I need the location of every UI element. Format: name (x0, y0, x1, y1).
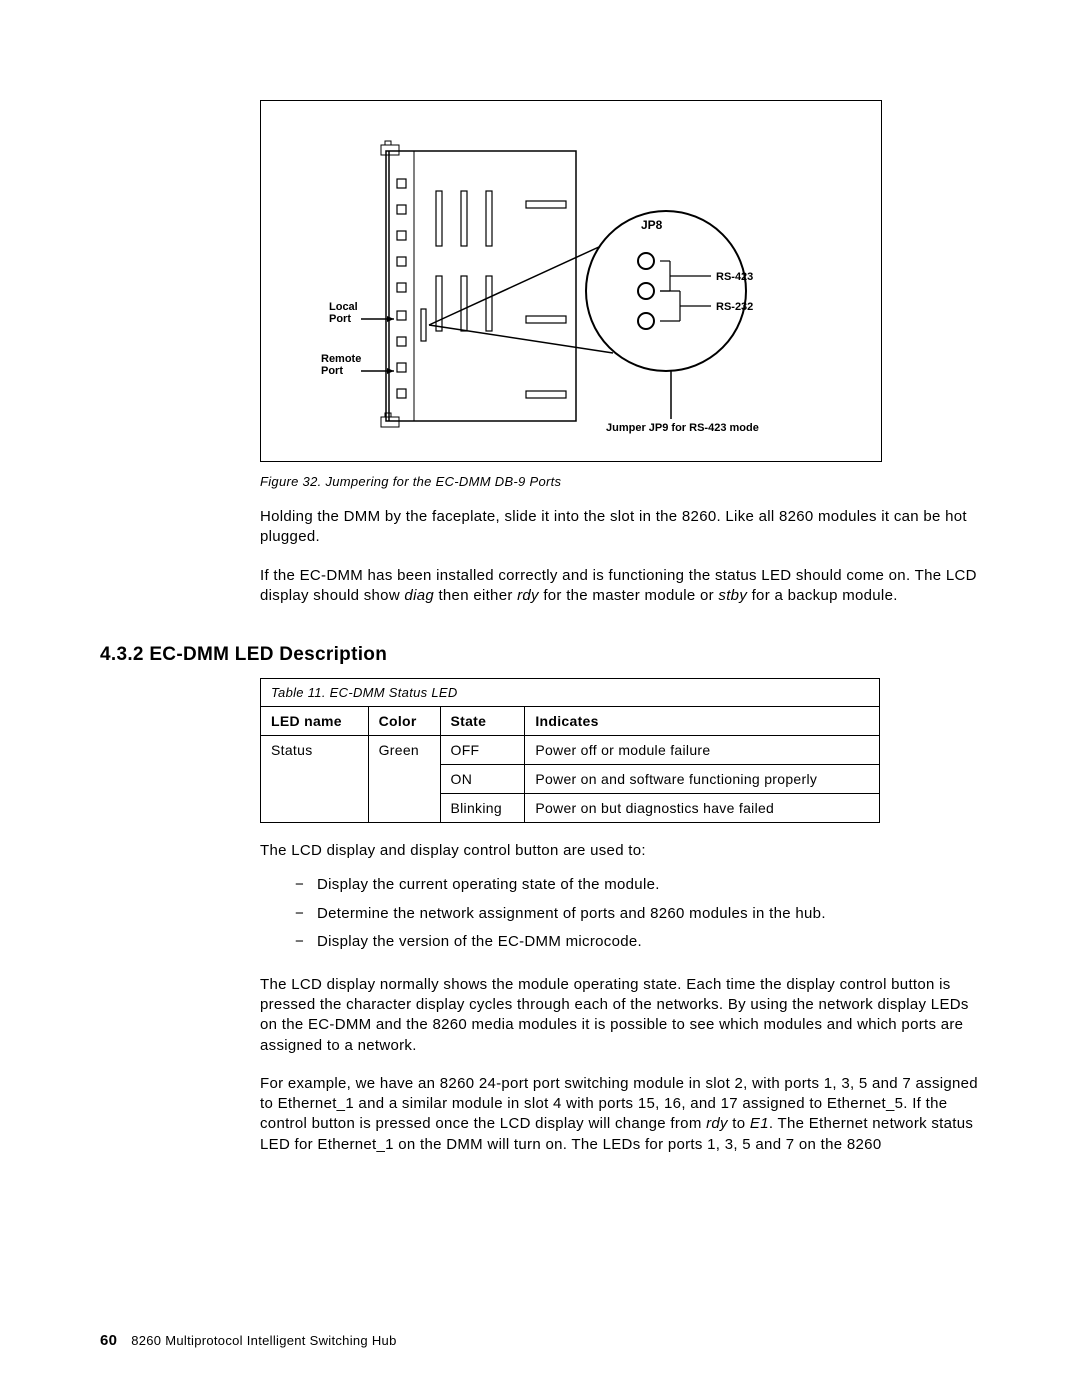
list-item: −Display the version of the EC-DMM micro… (295, 928, 980, 957)
paragraph-4: The LCD display normally shows the modul… (260, 975, 980, 1056)
page-footer: 60 8260 Multiprotocol Intelligent Switch… (100, 1332, 397, 1349)
paragraph-1: Holding the DMM by the faceplate, slide … (260, 507, 980, 548)
svg-text:RS-423: RS-423 (716, 271, 753, 283)
table-header: Color (368, 707, 440, 736)
svg-text:JP8: JP8 (641, 218, 663, 232)
table-cell: ON (440, 765, 525, 794)
paragraph-2: If the EC-DMM has been installed correct… (260, 566, 980, 607)
table-cell: Status (261, 736, 369, 823)
jumpering-diagram: LocalPortRemotePortJP8RS-423RS-232Jumper… (261, 101, 881, 461)
table-cell: OFF (440, 736, 525, 765)
svg-text:Port: Port (321, 365, 343, 377)
figure-box: LocalPortRemotePortJP8RS-423RS-232Jumper… (260, 100, 882, 462)
page-number: 60 (100, 1332, 117, 1349)
table-cell: Green (368, 736, 440, 823)
table-cell: Power off or module failure (525, 736, 880, 765)
section-heading: 4.3.2 EC-DMM LED Description (100, 644, 980, 666)
table-caption: Table 11. EC-DMM Status LED (261, 679, 880, 707)
table-header: State (440, 707, 525, 736)
table-cell: Power on and software functioning proper… (525, 765, 880, 794)
paragraph-3: The LCD display and display control butt… (260, 841, 980, 861)
doc-title: 8260 Multiprotocol Intelligent Switching… (131, 1333, 396, 1348)
status-led-table: Table 11. EC-DMM Status LED LED name Col… (260, 678, 880, 823)
list-item: −Determine the network assignment of por… (295, 900, 980, 929)
figure-caption: Figure 32. Jumpering for the EC-DMM DB-9… (260, 474, 980, 489)
svg-text:Port: Port (329, 313, 351, 325)
paragraph-5: For example, we have an 8260 24-port por… (260, 1074, 980, 1155)
bullet-list: −Display the current operating state of … (295, 871, 980, 957)
table-header: LED name (261, 707, 369, 736)
svg-text:Local: Local (329, 301, 358, 313)
table-cell: Blinking (440, 794, 525, 823)
svg-text:Remote: Remote (321, 353, 361, 365)
table-cell: Power on but diagnostics have failed (525, 794, 880, 823)
svg-text:RS-232: RS-232 (716, 301, 753, 313)
svg-text:Jumper JP9 for RS-423 mode: Jumper JP9 for RS-423 mode (606, 422, 759, 434)
table-header: Indicates (525, 707, 880, 736)
list-item: −Display the current operating state of … (295, 871, 980, 900)
